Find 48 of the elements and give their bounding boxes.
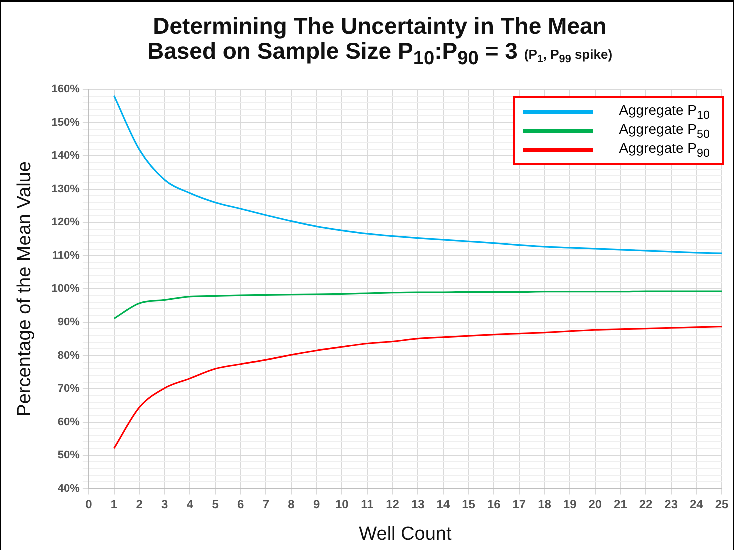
x-tick-label: 2 <box>136 497 144 512</box>
x-tick-label: 12 <box>386 497 400 512</box>
y-tick-label: 60% <box>58 416 80 428</box>
y-tick-label: 50% <box>58 450 80 462</box>
x-tick-label: 4 <box>186 497 194 512</box>
y-tick-label: 100% <box>52 283 80 296</box>
y-axis-title: Percentage of the Mean Value <box>14 162 36 417</box>
y-tick-label: 130% <box>52 183 80 196</box>
x-tick-label: 24 <box>690 497 704 512</box>
y-tick-label: 40% <box>58 482 80 495</box>
y-tick-label: 140% <box>52 150 80 162</box>
y-tick-label: 80% <box>58 350 80 362</box>
x-tick-label: 18 <box>538 497 552 512</box>
x-tick-label: 23 <box>664 497 678 512</box>
x-tick-label: 25 <box>715 497 729 512</box>
x-tick-label: 19 <box>563 497 578 512</box>
x-tick-label: 22 <box>639 497 654 512</box>
chart-subtitle: (P$_{1}$, P$_{99}$ spike) <box>524 47 613 66</box>
legend-label: Aggregate P$_{10}$ <box>619 102 710 122</box>
y-tick-label: 120% <box>52 216 80 229</box>
line-series <box>113 95 722 254</box>
x-tick-label: 11 <box>361 497 374 512</box>
line-series <box>113 290 722 320</box>
y-tick-label: 160% <box>52 84 80 96</box>
y-tick-label: 110% <box>52 250 80 262</box>
x-tick-label: 16 <box>487 497 502 512</box>
x-tick-label: 8 <box>288 497 296 512</box>
line-series <box>113 326 722 450</box>
x-tick-label: 9 <box>313 497 320 512</box>
x-axis-title: Well Count <box>359 524 452 545</box>
x-tick-label: 10 <box>335 497 350 512</box>
y-tick-label: 70% <box>58 383 80 396</box>
x-tick-label: 14 <box>436 497 450 512</box>
x-tick-label: 6 <box>238 497 245 512</box>
x-tick-label: 15 <box>462 497 476 512</box>
x-tick-label: 17 <box>512 497 526 512</box>
x-tick-label: 0 <box>86 497 93 512</box>
x-tick-label: 21 <box>614 497 628 512</box>
legend-label: Aggregate P$_{90}$ <box>619 140 710 160</box>
x-tick-label: 1 <box>110 497 118 512</box>
x-tick-label: 20 <box>588 497 602 512</box>
x-tick-label: 13 <box>411 497 426 512</box>
x-tick-label: 5 <box>212 497 220 512</box>
y-tick-label: 150% <box>52 116 80 129</box>
legend-label: Aggregate P$_{50}$ <box>619 120 710 140</box>
x-tick-label: 7 <box>262 497 270 512</box>
y-tick-label: 90% <box>58 316 80 328</box>
x-tick-label: 3 <box>162 497 169 512</box>
